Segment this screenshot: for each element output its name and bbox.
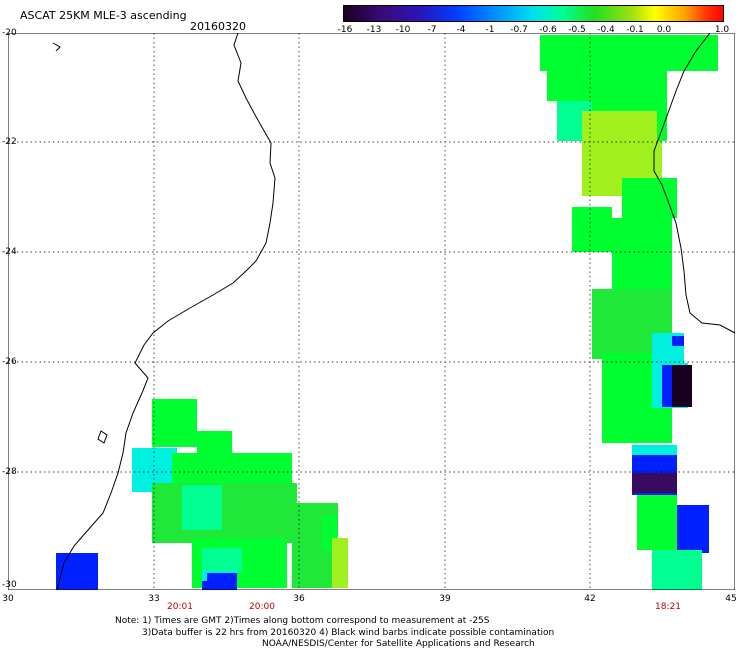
colorbar-label: -7	[427, 25, 437, 35]
colorbar-label: -16	[337, 25, 353, 35]
swath-time: 18:21	[655, 602, 681, 612]
colorbar-label: -0.7	[510, 25, 528, 35]
colorbar-label: -1	[485, 25, 495, 35]
footnote-line-3: NOAA/NESDIS/Center for Satellite Applica…	[262, 639, 535, 649]
colorbar-label: -0.5	[568, 25, 586, 35]
lon-label: 42	[584, 594, 596, 604]
lat-label: -30	[2, 580, 17, 590]
wind-map	[8, 33, 735, 590]
swath-time: 20:01	[167, 602, 193, 612]
footnote-line-2: 3)Data buffer is 22 hrs from 20160320 4)…	[142, 628, 555, 638]
lon-label: 45	[725, 594, 737, 604]
colorbar-label: -10	[395, 25, 411, 35]
colorbar-label: -4	[456, 25, 466, 35]
colorbar-label: -0.4	[597, 25, 615, 35]
lon-label: 33	[148, 594, 160, 604]
colorbar-label: -13	[366, 25, 382, 35]
product-date: 20160320	[190, 20, 246, 33]
colorbar-label: 0.0	[656, 25, 672, 35]
product-title: ASCAT 25KM MLE-3 ascending	[20, 9, 187, 22]
colorbar-label: -0.6	[539, 25, 557, 35]
colorbar	[343, 5, 724, 22]
scatterometer-swaths	[56, 35, 718, 590]
colorbar-label: 1.0	[714, 25, 730, 35]
lon-label: 39	[439, 594, 451, 604]
swath-time: 20:00	[249, 602, 275, 612]
gridlines	[8, 33, 735, 590]
colorbar-label: -0.1	[626, 25, 644, 35]
lon-label: 30	[2, 594, 14, 604]
coastline	[52, 33, 735, 590]
lon-label: 36	[293, 594, 305, 604]
footnote-line-1: Note: 1) Times are GMT 2)Times along bot…	[115, 616, 490, 626]
